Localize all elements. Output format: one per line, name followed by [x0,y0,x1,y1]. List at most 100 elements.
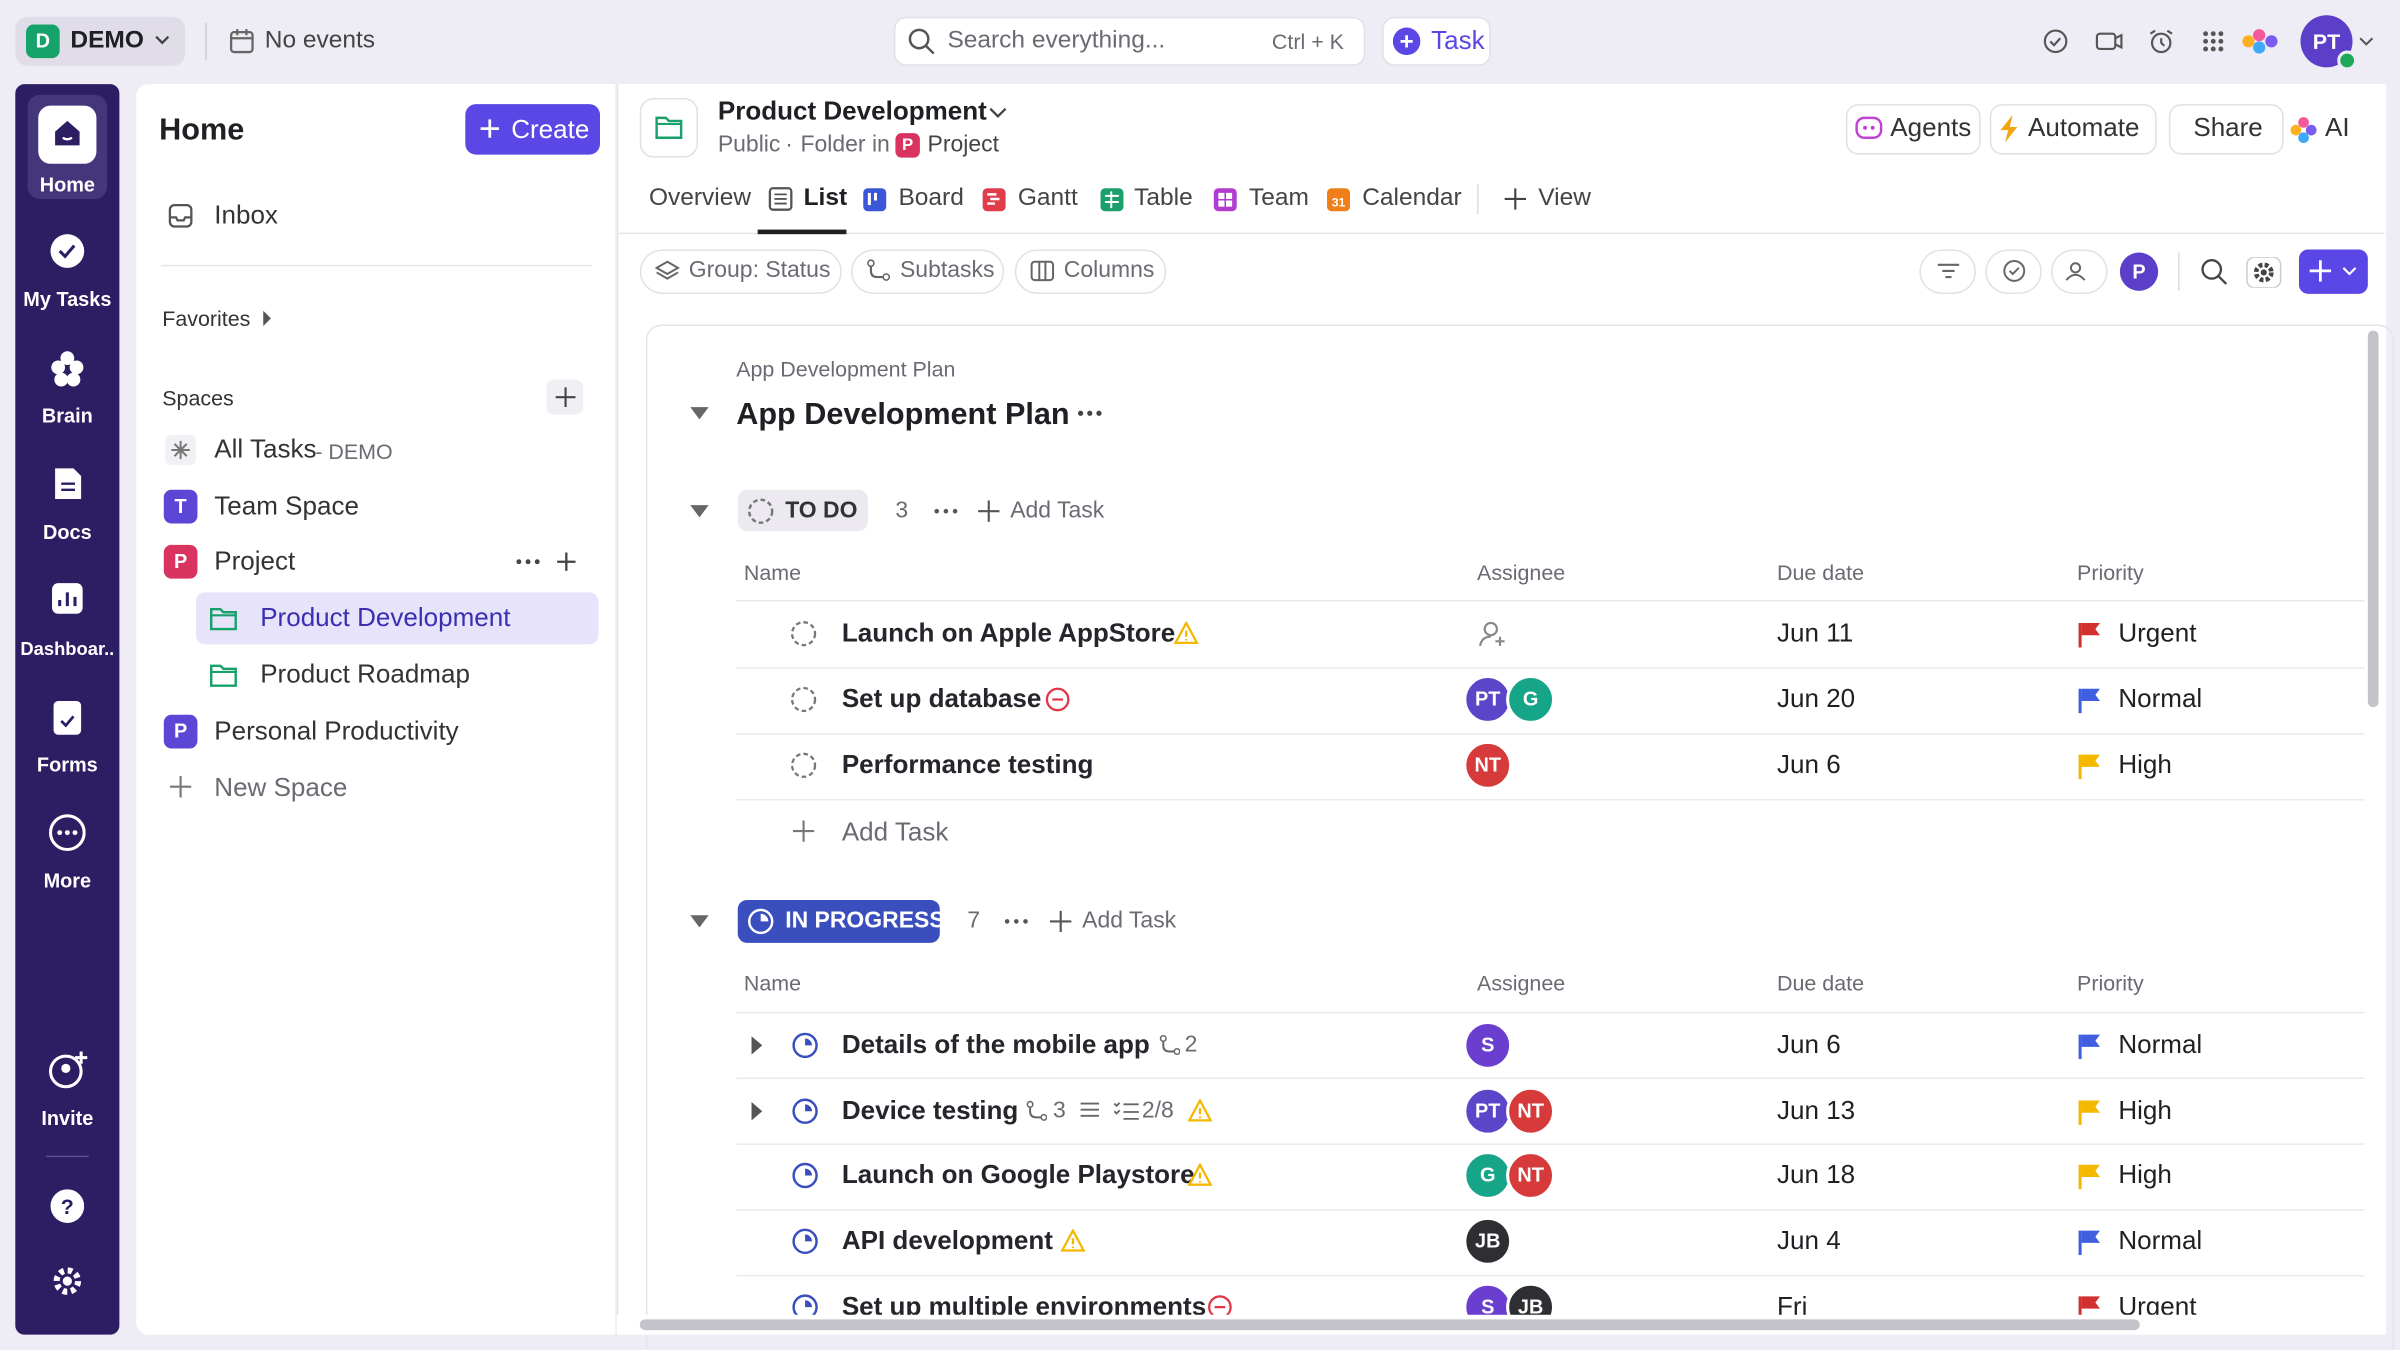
avatar[interactable]: JB [1506,1282,1556,1320]
rail-bottom-icons[interactable]: ? [50,1189,85,1299]
priority[interactable]: Normal [2118,1030,2203,1060]
more-icon[interactable] [1003,917,1031,926]
space[interactable]: Project [214,546,296,576]
task-name[interactable]: Performance testing [841,749,1094,780]
rail-item[interactable]: More [43,869,92,893]
toolbar-avatar[interactable]: P [2119,252,2159,291]
due-date[interactable]: Jun 18 [1777,1160,1856,1190]
rail-item[interactable]: Dashboar.. [20,638,115,660]
add-task-row[interactable]: Add Task [841,817,949,847]
tab-active[interactable]: List [803,185,848,212]
task-name[interactable]: Launch on Apple AppStore [841,618,1176,648]
due-date[interactable]: Jun 11 [1777,618,1854,648]
tab[interactable]: View [1538,185,1591,212]
task-name[interactable]: Details of the mobile app [841,1030,1150,1060]
collapse-caret[interactable] [690,504,709,519]
collapse-caret[interactable] [690,914,709,929]
folder[interactable]: Product Roadmap [260,659,470,689]
group-button[interactable] [639,249,842,294]
favorites[interactable]: Favorites [162,306,251,331]
due-date[interactable]: Jun 13 [1777,1095,1856,1125]
h-scrollbar[interactable] [639,1319,2140,1331]
status-icon[interactable] [790,620,818,648]
priority[interactable]: High [2118,1160,2172,1190]
more-icon[interactable] [932,507,960,516]
due-date[interactable]: Jun 6 [1777,749,1841,780]
priority[interactable]: Normal [2118,1226,2203,1256]
rail-item[interactable]: Home [39,172,95,196]
agents-button[interactable] [1845,104,1981,155]
due-date[interactable]: Jun 6 [1777,1030,1841,1060]
space[interactable]: Personal Productivity [214,716,459,746]
due-date[interactable]: Jun 4 [1777,1226,1841,1256]
priority[interactable]: Normal [2118,684,2203,714]
tab[interactable]: Calendar [1362,185,1462,212]
space-actions[interactable] [514,551,578,572]
rail-item[interactable]: Docs [43,520,92,544]
expand-caret[interactable] [750,1036,765,1055]
space[interactable]: Team Space [214,491,359,521]
page-title[interactable]: Product Development [717,96,987,126]
expand-caret[interactable] [750,1102,765,1121]
avatar[interactable]: NT [1463,740,1513,790]
due-date[interactable]: Jun 20 [1777,684,1856,714]
priority[interactable]: Urgent [2118,618,2197,648]
parent[interactable]: Project [927,131,1000,158]
toolbar-icons[interactable] [2199,257,2285,288]
avatar[interactable]: S [1463,1282,1513,1320]
status-icon[interactable] [791,1032,819,1060]
svg-text:?: ? [61,1195,74,1219]
subtasks-button[interactable] [851,249,1005,294]
tab[interactable]: Overview [648,185,752,212]
status-icon [748,498,774,524]
add-task[interactable]: Add Task [1010,497,1105,524]
tab[interactable]: Team [1248,185,1309,212]
avatar[interactable]: NT [1506,1086,1556,1136]
priority[interactable]: High [2118,1095,2172,1125]
status-icon[interactable] [791,1162,819,1190]
avatar[interactable]: JB [1463,1216,1513,1266]
tab-icons: 31 [768,187,1350,212]
status-icon[interactable] [791,1228,819,1256]
status-icon[interactable] [790,686,818,714]
search-box[interactable] [893,16,1366,66]
avatar[interactable]: G [1506,674,1556,724]
rail-item[interactable]: Invite [41,1106,94,1130]
unassigned-icon[interactable] [1477,618,1508,649]
avatar[interactable]: PT [1463,674,1513,724]
status-icon[interactable] [791,1097,819,1125]
task-name[interactable]: Set up database [841,684,1042,714]
task-name[interactable]: Launch on Google Playstore [841,1160,1195,1190]
tab[interactable]: Board [898,185,964,212]
events[interactable]: No events [264,27,376,54]
status-icon[interactable] [790,752,818,780]
task-name[interactable]: API development [841,1226,1053,1256]
avatar[interactable]: NT [1506,1151,1556,1200]
more-icon[interactable] [1076,409,1104,418]
rail-item[interactable]: Brain [41,404,93,428]
v-scrollbar[interactable] [2367,330,2379,708]
folder[interactable]: Product Development [260,603,511,633]
priority[interactable]: High [2118,749,2172,780]
action[interactable]: AI [2324,113,2350,143]
rail-icons [48,234,86,852]
automate-button[interactable] [1989,104,2157,155]
rail-item[interactable]: My Tasks [23,287,112,311]
closed-button[interactable] [1985,249,2042,294]
avatar[interactable]: G [1463,1151,1513,1200]
avatar[interactable]: PT [1463,1086,1513,1136]
columns-button[interactable] [1014,249,1167,294]
status-pill[interactable] [737,489,868,532]
new-space[interactable]: New Space [214,772,348,803]
collapse-caret[interactable] [690,406,709,421]
all-tasks[interactable]: All Tasks [214,434,317,464]
tab[interactable]: Gantt [1017,185,1078,212]
add-task[interactable]: Add Task [1082,907,1177,934]
rail-item[interactable]: Forms [36,753,98,777]
task-name[interactable]: Device testing [841,1095,1019,1125]
share-button[interactable] [2168,104,2284,155]
tab[interactable]: Table [1134,185,1193,212]
avatar[interactable]: S [1463,1020,1513,1070]
inbox[interactable]: Inbox [214,200,278,230]
